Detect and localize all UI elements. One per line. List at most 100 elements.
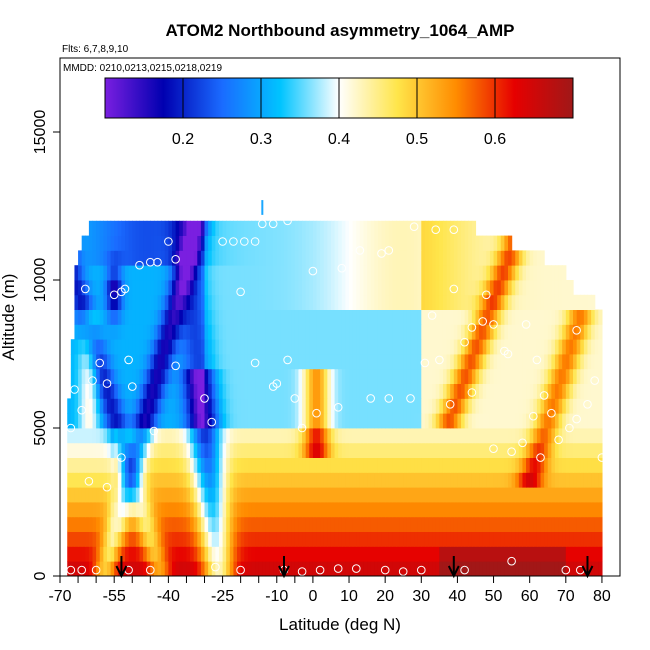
heatmap-cell — [161, 413, 166, 429]
heatmap-cells — [67, 200, 603, 577]
heatmap-cell — [168, 428, 173, 444]
heatmap-cell — [338, 502, 343, 518]
heatmap-cell — [345, 339, 350, 355]
heatmap-cell — [403, 383, 408, 399]
heatmap-cell — [284, 442, 289, 458]
heatmap-cell — [352, 383, 357, 399]
heatmap-cell — [135, 561, 141, 577]
heatmap-cell — [374, 309, 379, 325]
heatmap-cell — [464, 368, 469, 384]
heatmap-cell — [146, 235, 151, 251]
heatmap-cell — [265, 442, 271, 458]
heatmap-cell — [403, 294, 408, 310]
heatmap-cell — [85, 368, 90, 384]
heatmap-cell — [410, 280, 415, 296]
heatmap-cell — [237, 368, 242, 384]
heatmap-cell — [493, 442, 498, 458]
heatmap-cell — [284, 516, 289, 532]
heatmap-cell — [554, 502, 560, 518]
heatmap-cell — [74, 265, 79, 281]
heatmap-cell — [96, 413, 101, 429]
heatmap-cell — [489, 487, 495, 503]
heatmap-cell — [504, 354, 509, 370]
heatmap-cell — [468, 265, 473, 281]
heatmap-cell — [562, 442, 567, 458]
heatmap-cell — [587, 502, 592, 518]
sample-point — [489, 320, 498, 329]
sample-point — [258, 219, 267, 229]
heatmap-cell — [450, 561, 455, 577]
heatmap-cell — [504, 413, 509, 429]
heatmap-cell — [106, 457, 112, 473]
heatmap-cell — [471, 428, 477, 444]
heatmap-cell — [302, 368, 307, 384]
heatmap-cell — [540, 502, 545, 518]
heatmap-cell — [273, 309, 278, 325]
heatmap-cell — [128, 413, 133, 429]
heatmap-cell — [179, 354, 184, 370]
x-tick-label: 30 — [412, 588, 430, 605]
heatmap-cell — [587, 354, 592, 370]
heatmap-cell — [428, 546, 433, 562]
heatmap-cell — [78, 398, 83, 414]
heatmap-cell — [247, 324, 253, 340]
sample-point — [229, 237, 238, 246]
heatmap-cell — [164, 339, 169, 355]
heatmap-cell — [410, 294, 415, 310]
heatmap-cell — [291, 516, 296, 532]
heatmap-cell — [251, 383, 256, 399]
heatmap-cell — [486, 442, 491, 458]
heatmap-cell — [432, 487, 437, 503]
heatmap-cell — [338, 220, 343, 236]
heatmap-cell — [453, 294, 459, 310]
heatmap-cell — [85, 339, 90, 355]
heatmap-cell — [580, 368, 585, 384]
heatmap-cell — [414, 309, 419, 325]
heatmap-cell — [143, 220, 148, 236]
heatmap-cell — [551, 339, 556, 355]
heatmap-cell — [359, 265, 365, 281]
heatmap-cell — [215, 516, 220, 532]
heatmap-cell — [251, 235, 256, 251]
heatmap-cell — [558, 398, 563, 414]
heatmap-cell — [468, 368, 473, 384]
heatmap-cell — [179, 442, 184, 458]
heatmap-cell — [529, 324, 534, 340]
heatmap-cell — [200, 250, 206, 266]
heatmap-cell — [298, 220, 303, 236]
heatmap-cell — [435, 502, 440, 518]
heatmap-cell — [352, 502, 357, 518]
heatmap-cell — [327, 324, 332, 340]
heatmap-cell — [522, 487, 527, 503]
heatmap-cell — [182, 531, 188, 547]
heatmap-cell — [558, 383, 563, 399]
heatmap-cell — [273, 383, 278, 399]
heatmap-cell — [114, 442, 119, 458]
heatmap-cell — [522, 250, 527, 266]
heatmap-cell — [312, 531, 318, 547]
heatmap-cell — [352, 561, 357, 577]
heatmap-cell — [392, 442, 397, 458]
heatmap-cell — [161, 309, 166, 325]
heatmap-cell — [305, 428, 310, 444]
heatmap-cell — [215, 383, 220, 399]
heatmap-cell — [161, 428, 166, 444]
heatmap-cell — [211, 235, 216, 251]
heatmap-cell — [121, 516, 126, 532]
heatmap-cell — [211, 383, 216, 399]
heatmap-cell — [522, 428, 527, 444]
heatmap-cell — [153, 502, 159, 518]
heatmap-cell — [410, 383, 415, 399]
heatmap-cell — [255, 546, 260, 562]
heatmap-cell — [573, 368, 578, 384]
heatmap-cell — [99, 502, 104, 518]
heatmap-cell — [125, 368, 130, 384]
heatmap-cell — [330, 457, 336, 473]
heatmap-cell — [70, 428, 76, 444]
heatmap-cell — [226, 502, 231, 518]
heatmap-cell — [200, 546, 206, 562]
heatmap-cell — [511, 324, 516, 340]
heatmap-cell — [493, 561, 498, 577]
heatmap-cell — [515, 294, 520, 310]
heatmap-cell — [439, 442, 444, 458]
